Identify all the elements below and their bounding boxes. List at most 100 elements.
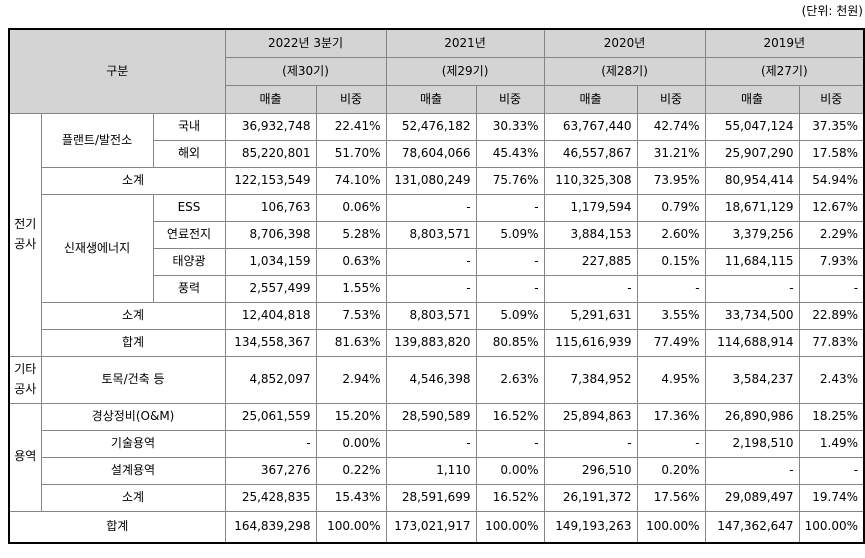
- header-revenue: 매출: [704, 84, 800, 114]
- cell-share: 16.52%: [475, 483, 545, 512]
- cell-revenue: 80,954,414: [704, 166, 800, 195]
- cell-revenue: 1,179,594: [543, 193, 638, 222]
- cell-revenue: 296,510: [543, 456, 638, 485]
- header-share: 비중: [475, 84, 545, 114]
- cell-revenue: -: [704, 456, 800, 485]
- header-term-28: (제28기): [543, 56, 706, 86]
- row-label: 해외: [152, 139, 226, 168]
- cell-revenue: 12,404,818: [224, 301, 317, 330]
- cell-revenue: 122,153,549: [224, 166, 317, 195]
- cell-revenue: 114,688,914: [704, 328, 800, 357]
- cell-share: 74.10%: [315, 166, 387, 195]
- table-header: 구분 2022년 3분기 2021년 2020년 2019년 (제30기) (제…: [8, 28, 865, 114]
- cell-share: 45.43%: [475, 139, 545, 168]
- header-share: 비중: [636, 84, 706, 114]
- cell-revenue: 25,428,835: [224, 483, 317, 512]
- cell-share: 73.95%: [636, 166, 706, 195]
- row-label: 국내: [152, 112, 226, 141]
- table-row: 설계용역 367,276 0.22% 1,110 0.00% 296,510 0…: [9, 456, 865, 485]
- cell-share: 0.00%: [475, 456, 545, 485]
- cell-revenue: 5,291,631: [543, 301, 638, 330]
- header-revenue: 매출: [224, 84, 317, 114]
- cell-revenue: 55,047,124: [704, 112, 800, 141]
- cell-share: 15.20%: [315, 402, 387, 431]
- cell-revenue: 7,384,952: [543, 355, 638, 404]
- cell-revenue: 28,590,589: [385, 402, 477, 431]
- cell-share: 100.00%: [636, 510, 706, 544]
- cell-share: 80.85%: [475, 328, 545, 357]
- cell-share: -: [636, 274, 706, 303]
- cell-revenue: 227,885: [543, 247, 638, 276]
- cell-revenue: 8,706,398: [224, 220, 317, 249]
- table-body: 전기공사 플랜트/발전소 국내 36,932,748 22.41% 52,476…: [8, 112, 865, 544]
- header-category: 구분: [8, 28, 226, 114]
- cell-revenue: 63,767,440: [543, 112, 638, 141]
- cell-share: 75.76%: [475, 166, 545, 195]
- group-electric-works: 전기공사: [8, 112, 42, 357]
- cell-share: -: [636, 429, 706, 458]
- cell-share: 77.49%: [636, 328, 706, 357]
- row-label: 풍력: [152, 274, 226, 303]
- cell-share: 16.52%: [475, 402, 545, 431]
- cell-revenue: 4,852,097: [224, 355, 317, 404]
- cell-share: 31.21%: [636, 139, 706, 168]
- cell-share: 5.28%: [315, 220, 387, 249]
- cell-share: 0.22%: [315, 456, 387, 485]
- cell-share: 12.67%: [798, 193, 865, 222]
- cell-revenue: 3,584,237: [704, 355, 800, 404]
- cell-share: 100.00%: [315, 510, 387, 544]
- cell-revenue: 106,763: [224, 193, 317, 222]
- cell-share: -: [798, 274, 865, 303]
- cell-revenue: -: [385, 193, 477, 222]
- cell-share: 0.00%: [315, 429, 387, 458]
- segment-revenue-table: 구분 2022년 3분기 2021년 2020년 2019년 (제30기) (제…: [8, 28, 865, 544]
- cell-share: 37.35%: [798, 112, 865, 141]
- subgroup-plant-powerplant: 플랜트/발전소: [40, 112, 154, 168]
- header-period-2019: 2019년: [704, 28, 865, 58]
- cell-share: 17.56%: [636, 483, 706, 512]
- cell-revenue: -: [224, 429, 317, 458]
- cell-share: 2.60%: [636, 220, 706, 249]
- cell-revenue: 149,193,263: [543, 510, 638, 544]
- row-label-total: 합계: [40, 328, 226, 357]
- table-row: 용역 경상정비(O&M) 25,061,559 15.20% 28,590,58…: [8, 402, 865, 512]
- cell-share: 100.00%: [475, 510, 545, 544]
- header-row-measures: 매출 비중 매출 비중 매출 비중 매출 비중: [9, 84, 865, 114]
- cell-share: 0.79%: [636, 193, 706, 222]
- cell-share: 19.74%: [798, 483, 865, 512]
- group-other-works: 기타공사: [8, 355, 42, 404]
- cell-revenue: -: [704, 274, 800, 303]
- cell-share: 2.29%: [798, 220, 865, 249]
- subgroup-renewable-energy: 신재생에너지: [40, 193, 154, 303]
- cell-revenue: 4,546,398: [385, 355, 477, 404]
- header-revenue: 매출: [385, 84, 477, 114]
- header-term-27: (제27기): [704, 56, 865, 86]
- cell-revenue: 26,191,372: [543, 483, 638, 512]
- cell-share: 18.25%: [798, 402, 865, 431]
- table-row: 연료전지 8,706,398 5.28% 8,803,571 5.09% 3,8…: [9, 220, 865, 249]
- table-row-total: 합계 134,558,367 81.63% 139,883,820 80.85%…: [9, 328, 865, 357]
- cell-revenue: 85,220,801: [224, 139, 317, 168]
- table-row-grand-total: 합계 164,839,298 100.00% 173,021,917 100.0…: [8, 510, 865, 544]
- header-term-29: (제29기): [385, 56, 545, 86]
- header-term-30: (제30기): [224, 56, 387, 86]
- row-label-subtotal: 소계: [40, 483, 226, 512]
- header-period-2020: 2020년: [543, 28, 706, 58]
- row-label: 연료전지: [152, 220, 226, 249]
- table-row: 기술용역 - 0.00% - - - - 2,198,510 1.49%: [9, 429, 865, 458]
- header-revenue: 매출: [543, 84, 638, 114]
- table-row-subtotal: 소계 12,404,818 7.53% 8,803,571 5.09% 5,29…: [9, 301, 865, 330]
- cell-revenue: 25,894,863: [543, 402, 638, 431]
- cell-revenue: 115,616,939: [543, 328, 638, 357]
- cell-revenue: 8,803,571: [385, 220, 477, 249]
- table-row: 신재생에너지 ESS 106,763 0.06% - - 1,179,594 0…: [9, 193, 865, 303]
- cell-share: 17.36%: [636, 402, 706, 431]
- table-row: 전기공사 플랜트/발전소 국내 36,932,748 22.41% 52,476…: [8, 112, 865, 357]
- cell-revenue: 110,325,308: [543, 166, 638, 195]
- header-share: 비중: [315, 84, 387, 114]
- table-row-subtotal: 소계 122,153,549 74.10% 131,080,249 75.76%…: [9, 166, 865, 195]
- cell-share: 0.20%: [636, 456, 706, 485]
- row-label: ESS: [152, 193, 226, 222]
- cell-share: 0.63%: [315, 247, 387, 276]
- cell-share: 17.58%: [798, 139, 865, 168]
